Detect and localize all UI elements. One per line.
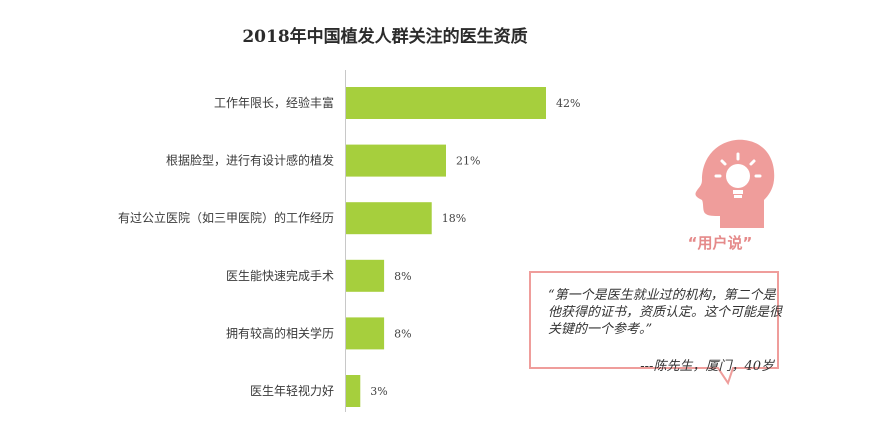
quote-author: ---陈先生，厦门，40岁 xyxy=(640,359,774,374)
category-label: 工作年限长，经验丰富 xyxy=(214,95,334,110)
user-says-badge: “用户说” xyxy=(687,234,753,252)
value-label: 8% xyxy=(394,270,411,283)
bar xyxy=(346,87,546,119)
category-label: 拥有较高的相关学历 xyxy=(226,325,334,340)
value-label: 42% xyxy=(556,97,580,110)
quote-text: “第一个是医生就业过的机构，第二个是他获得的证书，资质认定。这个可能是很关键的一… xyxy=(548,288,783,337)
chart-title: 2018年中国植发人群关注的医生资质 xyxy=(242,27,528,47)
category-label: 医生能快速完成手术 xyxy=(226,268,334,283)
category-label: 有过公立医院（如三甲医院）的工作经历 xyxy=(118,210,334,225)
category-label: 根据脸型，进行有设计感的植发 xyxy=(166,153,334,168)
value-label: 21% xyxy=(456,155,480,168)
bar xyxy=(346,317,385,350)
value-label: 8% xyxy=(394,327,411,340)
bar xyxy=(346,144,446,177)
bar xyxy=(346,202,432,235)
user-head-icon xyxy=(680,134,780,238)
value-label: 18% xyxy=(442,212,466,225)
bar xyxy=(346,375,361,407)
value-label: 3% xyxy=(370,385,387,398)
bar xyxy=(346,259,385,292)
quote-callout-box xyxy=(529,271,779,386)
category-label: 医生年轻视力好 xyxy=(250,383,334,398)
